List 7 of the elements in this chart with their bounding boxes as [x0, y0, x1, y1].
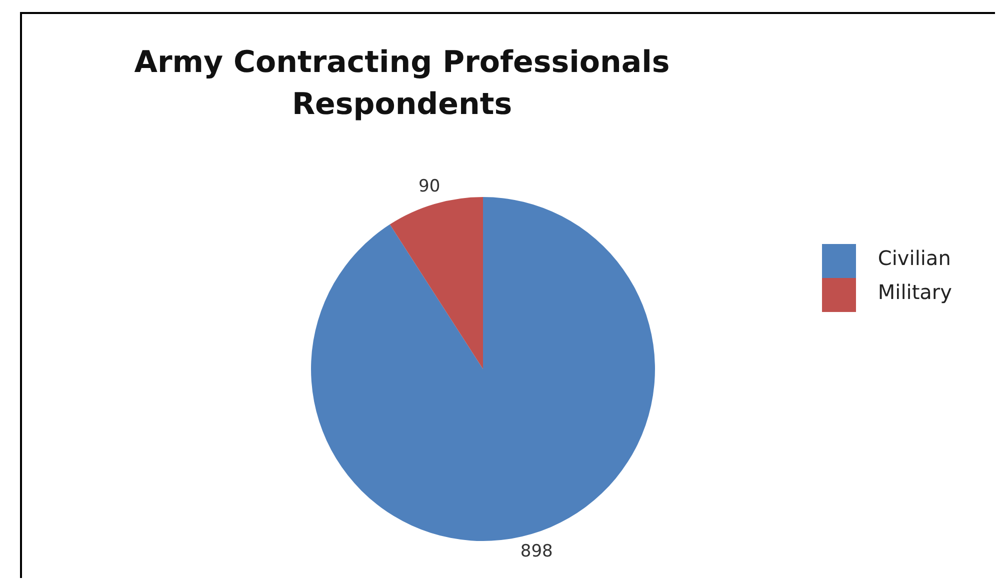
data-label: 898	[520, 541, 553, 562]
data-label: 90	[418, 176, 440, 197]
chart-title: Army Contracting Professionals Respondents	[133, 44, 671, 124]
legend-label: Military	[878, 280, 952, 304]
legend-label: Civilian	[878, 246, 951, 270]
pie-slice	[311, 197, 655, 541]
pie-slice	[390, 197, 483, 369]
